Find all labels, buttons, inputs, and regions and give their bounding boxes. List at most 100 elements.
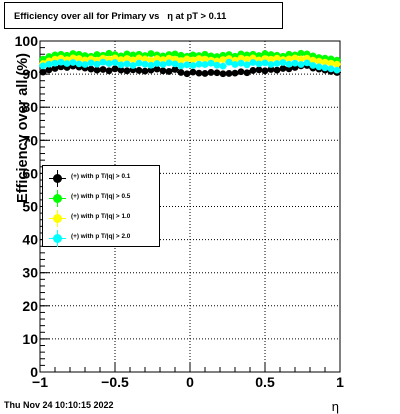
data-point — [75, 55, 83, 62]
data-point — [303, 59, 311, 67]
data-point — [261, 59, 269, 67]
data-point — [123, 60, 131, 68]
data-point — [171, 50, 179, 58]
data-point — [183, 55, 191, 63]
data-point — [99, 66, 107, 73]
data-point — [165, 59, 173, 67]
data-point — [153, 60, 161, 67]
data-point — [177, 57, 185, 64]
data-point — [285, 60, 293, 68]
data-point — [147, 56, 155, 64]
data-point — [207, 59, 215, 67]
data-point — [153, 55, 161, 62]
data-point — [321, 58, 329, 66]
data-point — [237, 54, 245, 62]
data-point — [327, 65, 335, 73]
data-point — [111, 59, 119, 66]
data-point — [129, 51, 137, 59]
data-point — [207, 69, 215, 76]
data-point — [45, 66, 53, 74]
data-point — [261, 50, 269, 57]
data-point — [243, 61, 251, 69]
data-point — [291, 59, 299, 67]
data-point — [75, 60, 83, 68]
data-point — [273, 54, 281, 62]
y-tick-label: 60 — [22, 165, 38, 181]
data-point — [291, 54, 299, 62]
data-point — [297, 49, 305, 57]
x-axis-label: η — [331, 399, 339, 414]
timestamp: Thu Nov 24 10:10:15 2022 — [4, 400, 114, 410]
data-point — [333, 66, 341, 74]
data-point — [93, 51, 101, 58]
data-point — [231, 69, 239, 77]
legend-label: (+) with p T/|q| > 0.1 — [71, 173, 131, 180]
data-point — [315, 63, 323, 71]
data-point — [243, 55, 251, 63]
data-point — [105, 60, 113, 67]
data-point — [129, 56, 137, 64]
y-tick-label: 20 — [22, 298, 38, 314]
legend-marker-icon — [49, 170, 66, 187]
x-tick-label: 0 — [186, 374, 194, 390]
data-point — [279, 65, 287, 72]
data-point — [129, 62, 137, 69]
data-point — [213, 69, 221, 77]
data-point — [177, 69, 185, 76]
data-point — [267, 61, 275, 68]
data-point — [69, 59, 77, 66]
data-point — [225, 58, 233, 66]
legend-entry: (+) with p T/|q| > 0.1 — [43, 169, 159, 189]
data-point — [267, 66, 275, 73]
data-point — [147, 61, 155, 69]
data-point — [105, 67, 113, 75]
data-point — [189, 68, 197, 76]
data-point — [51, 65, 59, 72]
x-tick-label: 1 — [336, 374, 344, 390]
data-point — [159, 56, 167, 63]
data-point — [141, 60, 149, 68]
data-point — [219, 70, 227, 78]
data-point — [279, 59, 287, 66]
y-tick-label: 90 — [22, 66, 38, 82]
data-point — [237, 59, 245, 67]
data-point — [165, 68, 173, 75]
data-point — [195, 69, 203, 77]
data-point — [327, 59, 335, 67]
data-point — [141, 67, 149, 75]
data-point — [57, 58, 65, 66]
data-point — [135, 59, 143, 67]
legend-marker-icon — [49, 210, 66, 227]
y-tick-label: 70 — [22, 132, 38, 148]
legend-marker-icon — [49, 230, 66, 247]
data-point — [171, 60, 179, 68]
data-point — [147, 50, 155, 57]
data-point — [255, 60, 263, 68]
data-point — [261, 67, 269, 75]
legend: (+) with p T/|q| > 0.1 (+) with p T/|q| … — [42, 165, 160, 247]
data-point — [273, 66, 281, 74]
data-point — [117, 66, 125, 74]
data-point — [117, 61, 125, 69]
data-point — [189, 56, 197, 64]
y-tick-label: 80 — [22, 99, 38, 115]
data-point — [243, 69, 251, 77]
legend-marker-icon — [49, 190, 66, 207]
data-point — [225, 70, 233, 77]
legend-label: (+) with p T/|q| > 0.5 — [71, 193, 131, 200]
data-point — [147, 66, 155, 74]
data-point — [183, 70, 191, 78]
y-tick-label: 50 — [22, 199, 38, 215]
data-point — [159, 67, 167, 75]
data-point — [117, 56, 125, 63]
data-point — [153, 65, 161, 73]
data-point — [99, 58, 107, 66]
legend-entry: (+) with p T/|q| > 2.0 — [43, 229, 159, 249]
y-tick-label: 40 — [22, 232, 38, 248]
y-tick-label: 10 — [22, 331, 38, 347]
data-point — [309, 56, 317, 64]
data-point — [123, 67, 131, 75]
data-point — [237, 68, 245, 76]
data-point — [51, 59, 59, 67]
